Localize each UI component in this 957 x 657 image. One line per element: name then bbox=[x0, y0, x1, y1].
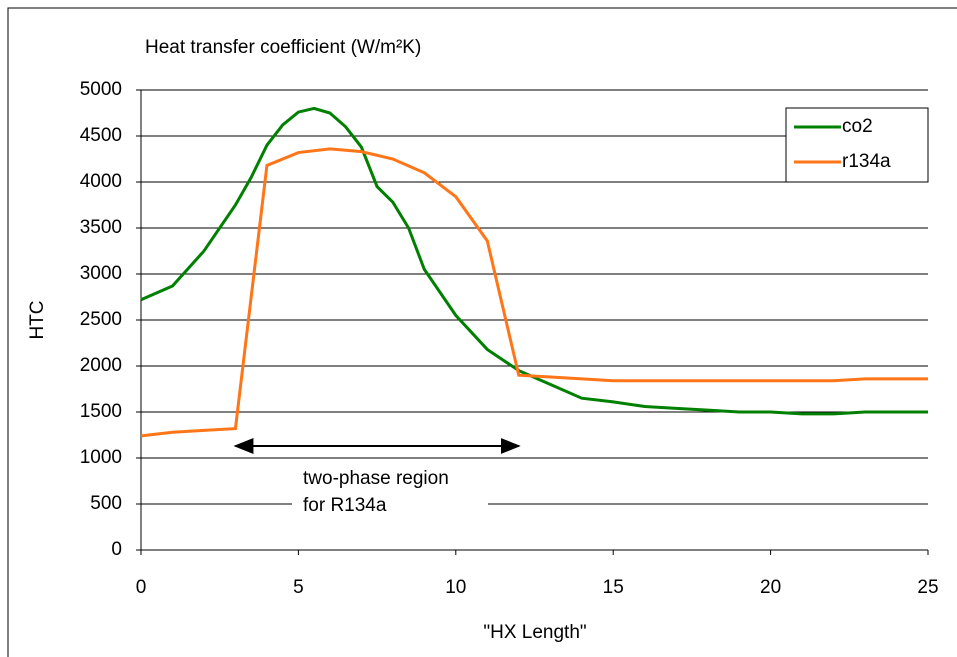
y-tick-label: 3000 bbox=[80, 263, 122, 284]
y-axis-label: HTC bbox=[27, 300, 48, 339]
x-axis-label: "HX Length" bbox=[483, 622, 586, 643]
x-tick-label: 0 bbox=[136, 577, 147, 598]
x-tick-label: 15 bbox=[603, 577, 624, 598]
y-tick-label: 5000 bbox=[80, 79, 122, 100]
chart-title: Heat transfer coefficient (W/m²K) bbox=[145, 37, 421, 58]
line-series bbox=[140, 106, 928, 416]
y-tick-label: 2500 bbox=[80, 309, 122, 330]
y-tick-label: 4500 bbox=[80, 125, 122, 146]
x-tick-label: 10 bbox=[445, 577, 466, 598]
frame bbox=[7, 7, 957, 657]
x-tick-label: 5 bbox=[293, 577, 304, 598]
legend-label: co2 bbox=[842, 116, 873, 137]
annotation-box bbox=[292, 462, 488, 520]
y-tick-label: 2000 bbox=[80, 355, 122, 376]
y-tick-label: 1500 bbox=[80, 401, 122, 422]
y-tick-label: 3500 bbox=[80, 217, 122, 238]
annotation-text: two-phase region bbox=[303, 468, 449, 489]
line-series bbox=[140, 147, 928, 438]
annotation-text: for R134a bbox=[303, 495, 387, 516]
y-tick-label: 500 bbox=[90, 493, 122, 514]
y-tick-label: 1000 bbox=[80, 447, 122, 468]
y-tick-label: 0 bbox=[111, 539, 122, 560]
y-tick-label: 4000 bbox=[80, 171, 122, 192]
legend-box bbox=[785, 107, 929, 183]
x-tick-label: 25 bbox=[917, 577, 938, 598]
x-tick-label: 20 bbox=[760, 577, 781, 598]
legend-label: r134a bbox=[842, 151, 891, 172]
